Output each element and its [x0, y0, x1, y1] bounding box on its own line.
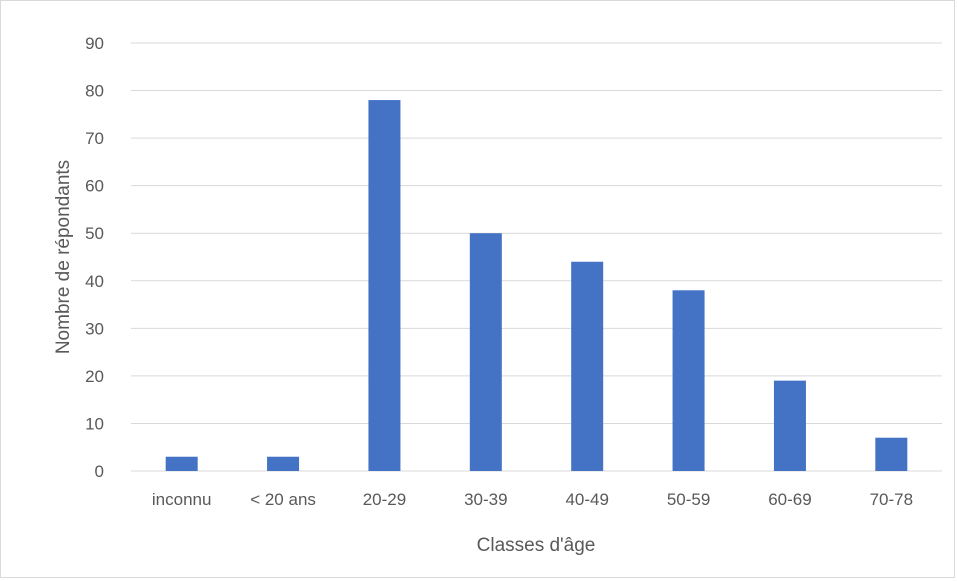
x-tick-label: 30-39 [464, 490, 507, 509]
x-tick-label: inconnu [152, 490, 212, 509]
y-tick-label: 80 [85, 82, 104, 101]
y-tick-label: 20 [85, 367, 104, 386]
gridlines [131, 42, 942, 472]
y-tick-label: 0 [95, 462, 104, 481]
x-tick-label: 20-29 [363, 490, 406, 509]
x-axis-title: Classes d'âge [477, 535, 596, 556]
x-tick-label: 70-78 [870, 490, 913, 509]
bar [875, 437, 908, 471]
y-tick-label: 50 [85, 224, 104, 243]
y-tick-label: 10 [85, 414, 104, 433]
bar [368, 100, 401, 472]
x-tick-label: < 20 ans [250, 490, 316, 509]
y-axis-title: Nombre de répondants [53, 160, 74, 354]
bar [267, 456, 300, 471]
y-tick-label: 70 [85, 129, 104, 148]
x-tick-label: 60-69 [768, 490, 811, 509]
bar [165, 456, 198, 471]
bar [773, 380, 806, 471]
x-tick-label: 50-59 [667, 490, 710, 509]
y-axis-ticks: 0 10 20 30 40 50 60 70 80 90 [85, 34, 104, 481]
bar [672, 290, 705, 471]
y-tick-label: 60 [85, 177, 104, 196]
x-axis-ticks: inconnu < 20 ans 20-29 30-39 40-49 50-59 60-69… [152, 490, 913, 509]
y-tick-label: 90 [85, 34, 104, 53]
x-tick-label: 40-49 [565, 490, 608, 509]
y-tick-label: 40 [85, 272, 104, 291]
bar [469, 233, 502, 471]
y-tick-label: 30 [85, 319, 104, 338]
bar [571, 261, 604, 471]
bars [165, 100, 908, 472]
